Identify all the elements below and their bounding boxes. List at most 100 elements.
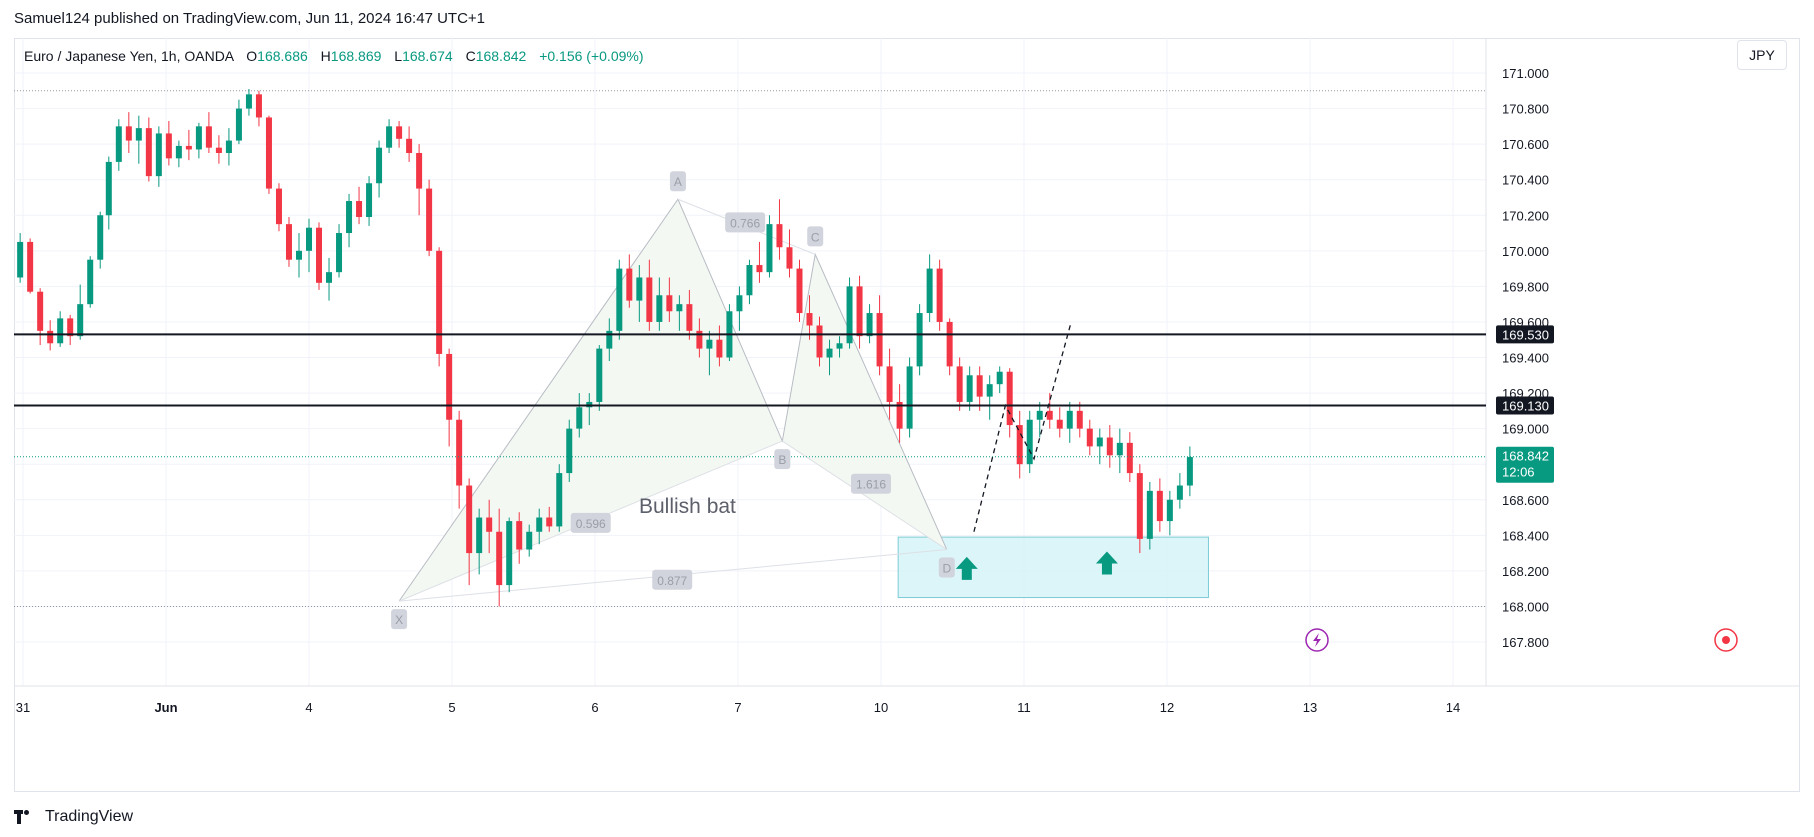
candle-bullish <box>1096 437 1103 447</box>
candle-bearish <box>786 247 793 269</box>
level-price-label: 169.130 <box>1502 399 1549 414</box>
candle-bullish <box>97 215 104 260</box>
chart-frame <box>14 38 1800 792</box>
projection-path[interactable] <box>973 321 1072 532</box>
candle-bearish <box>496 531 503 586</box>
bullish-arrow-icon[interactable] <box>1095 551 1118 575</box>
candle-bullish <box>77 304 84 337</box>
pattern-ratio-label: 0.877 <box>657 574 687 588</box>
pattern-ratio-label: 0.596 <box>576 517 606 531</box>
y-tick-label: 170.000 <box>1502 244 1549 259</box>
candle-bearish <box>1056 419 1063 429</box>
pattern-triangle-bcd <box>782 254 947 550</box>
candle-bullish <box>826 348 833 358</box>
candle-bearish <box>255 94 262 118</box>
candle-bearish <box>356 201 363 218</box>
candle-bullish <box>616 268 623 331</box>
candle-bearish <box>1156 490 1163 522</box>
pattern-ratio-line <box>782 440 948 550</box>
candle-bullish <box>656 295 663 322</box>
x-tick-label: 12 <box>1160 700 1174 715</box>
y-tick-label: 169.000 <box>1502 422 1549 437</box>
candle-bullish <box>87 259 94 305</box>
candle-bearish <box>976 375 983 397</box>
y-tick-label: 169.800 <box>1502 279 1549 294</box>
candle-bearish <box>686 304 693 331</box>
y-tick-label: 170.600 <box>1502 137 1549 152</box>
candle-bearish <box>1076 410 1083 429</box>
candle-bearish <box>546 517 553 527</box>
x-tick-label: 14 <box>1446 700 1460 715</box>
candle-bullish <box>115 126 122 162</box>
candle-bullish <box>135 128 142 141</box>
tradingview-brand[interactable]: TradingView <box>14 804 133 830</box>
candle-bearish <box>215 147 222 154</box>
pattern-point-x-badge <box>391 609 408 630</box>
high-label: H <box>320 48 331 64</box>
candle-bullish <box>326 272 333 283</box>
candle-bearish <box>626 268 633 301</box>
candle-bearish <box>185 145 192 150</box>
candle-bearish <box>956 366 963 402</box>
candle-bullish <box>17 241 24 278</box>
candle-bullish <box>636 277 643 301</box>
candle-bearish <box>876 313 883 367</box>
candle-bullish <box>506 521 513 586</box>
pattern-ratio-label: 1.616 <box>856 478 886 492</box>
candle-bearish <box>856 286 863 337</box>
candle-bearish <box>67 318 74 337</box>
candle-bullish <box>846 286 853 344</box>
pattern-point-d-label: D <box>942 562 951 576</box>
candle-bearish <box>316 227 323 283</box>
x-tick-label: 11 <box>1017 700 1031 715</box>
candle-bullish <box>476 517 483 554</box>
close-value: 168.842 <box>475 48 527 64</box>
candle-bullish <box>1066 410 1073 429</box>
y-tick-label: 168.000 <box>1502 599 1549 614</box>
low-value: 168.674 <box>402 48 453 64</box>
candle-bearish <box>796 268 803 314</box>
y-tick-label: 168.200 <box>1502 564 1549 579</box>
tradingview-logo-icon <box>14 810 40 824</box>
candle-bullish <box>576 407 583 429</box>
price-chart[interactable]: 167.800 168.000 168.200 168.400 168.600 168.8… <box>14 38 1800 792</box>
pattern-point-c-label: C <box>811 230 820 244</box>
currency-button[interactable]: JPY <box>1737 40 1787 70</box>
pattern-ratio-badge <box>652 569 693 590</box>
candle-bullish <box>57 318 64 344</box>
pattern-name-label: Bullish bat <box>639 495 736 518</box>
candle-bullish <box>1186 457 1193 486</box>
brand-name: TradingView <box>45 808 134 825</box>
candle-bullish <box>986 384 993 397</box>
pattern-point-a-badge <box>669 171 686 192</box>
candle-bullish <box>1166 499 1173 522</box>
candle-bullish <box>606 330 613 349</box>
candle-bullish <box>836 343 843 349</box>
candle-bullish <box>536 517 543 532</box>
x-tick-label: 5 <box>448 700 455 715</box>
candle-bullish <box>526 531 533 550</box>
candle-bearish <box>275 188 282 225</box>
candle-bearish <box>47 330 54 344</box>
y-tick-label: 168.400 <box>1502 528 1549 543</box>
lightning-bolt-icon <box>1313 633 1321 647</box>
ohlc-legend: Euro / Japanese Yen, 1h, OANDA O168.686 … <box>24 44 644 68</box>
y-tick-label: 169.400 <box>1502 351 1549 366</box>
candle-bullish <box>1036 410 1043 420</box>
candle-bearish <box>946 321 953 367</box>
candle-bullish <box>105 161 112 216</box>
x-tick-label: 7 <box>734 700 741 715</box>
candle-bullish <box>195 126 202 150</box>
candle-bullish <box>866 313 873 337</box>
candle-bullish <box>926 268 933 314</box>
pattern-ratio-badge <box>570 512 611 533</box>
x-tick-label: 6 <box>591 700 598 715</box>
candle-bearish <box>436 250 443 354</box>
candle-bullish <box>235 108 242 141</box>
candle-bullish <box>386 126 393 148</box>
candle-bearish <box>1126 442 1133 474</box>
bullish-arrow-icon[interactable] <box>955 556 978 580</box>
candle-bullish <box>766 224 773 273</box>
candle-bearish <box>646 277 653 322</box>
pattern-triangle-xab <box>399 199 783 602</box>
